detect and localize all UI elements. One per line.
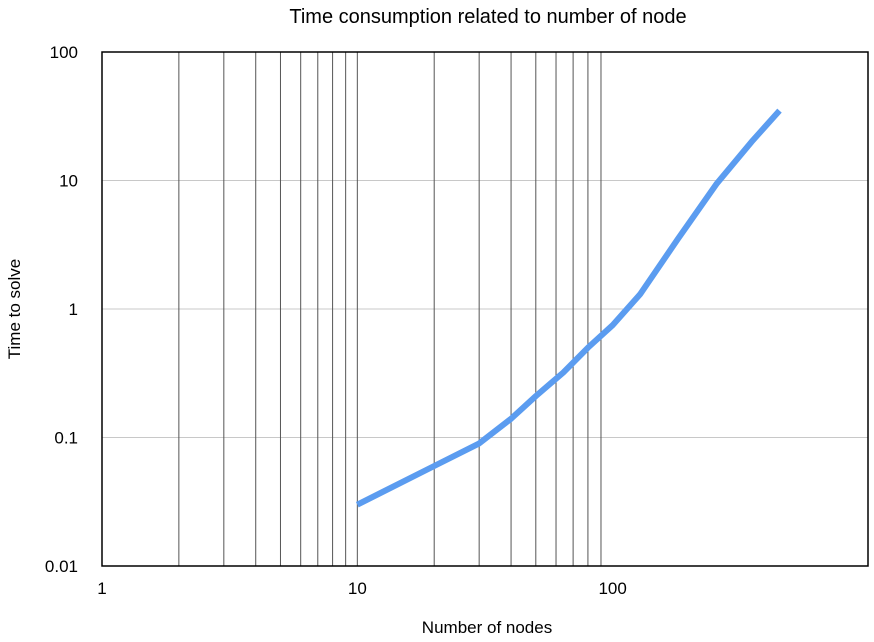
series-line: [355, 108, 782, 508]
y-axis-label: Time to solve: [5, 259, 24, 359]
y-tick-label: 1: [69, 300, 78, 319]
y-tick-label: 100: [50, 43, 78, 62]
x-tick-label: 1: [97, 579, 106, 598]
y-tick-label: 0.01: [45, 557, 78, 576]
chart-title: Time consumption related to number of no…: [289, 6, 686, 28]
grid-lines: [102, 52, 868, 566]
y-tick-label: 10: [59, 172, 78, 191]
series-lines: [355, 108, 782, 508]
x-tick-label: 10: [348, 579, 367, 598]
tick-labels: 1 10 100 0.01 0.1 1 10 100: [45, 43, 627, 598]
x-axis-label: Number of nodes: [422, 618, 552, 637]
x-tick-label: 100: [598, 579, 626, 598]
y-tick-label: 0.1: [54, 429, 78, 448]
plot-area-frame: [101, 51, 869, 567]
